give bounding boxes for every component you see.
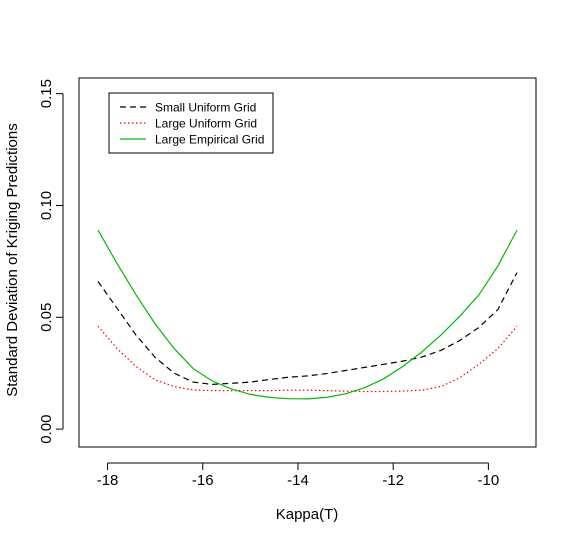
x-tick-label: -10 — [478, 472, 500, 489]
series-layer — [97, 229, 518, 400]
x-tick-label: -16 — [192, 472, 214, 489]
y-axis-label: Standard Deviation of Kriging Prediction… — [4, 123, 21, 397]
series-line-2 — [97, 325, 518, 393]
axes-layer: -18 -16 -14 -12 -10 0.00 0.05 0.10 0.15 — [38, 79, 499, 489]
series-line-1 — [97, 272, 518, 386]
plot-frame — [78, 77, 537, 448]
legend-label-1: Small Uniform Grid — [155, 101, 256, 115]
legend-label-3: Large Empirical Grid — [155, 133, 264, 147]
x-tick-label: -12 — [382, 472, 404, 489]
y-tick-label: 0.15 — [38, 79, 55, 108]
y-tick-label: 0.00 — [38, 415, 55, 444]
x-tick-label: -18 — [97, 472, 119, 489]
legend-label-2: Large Uniform Grid — [155, 117, 257, 131]
x-tick-label: -14 — [287, 472, 309, 489]
x-axis-label: Kappa(T) — [276, 506, 339, 523]
y-tick-label: 0.05 — [38, 303, 55, 332]
plot-area — [78, 77, 537, 448]
legend: Small Uniform Grid Large Uniform Grid Larg… — [108, 92, 274, 154]
series-line-3 — [97, 229, 518, 400]
y-tick-label: 0.10 — [38, 191, 55, 220]
